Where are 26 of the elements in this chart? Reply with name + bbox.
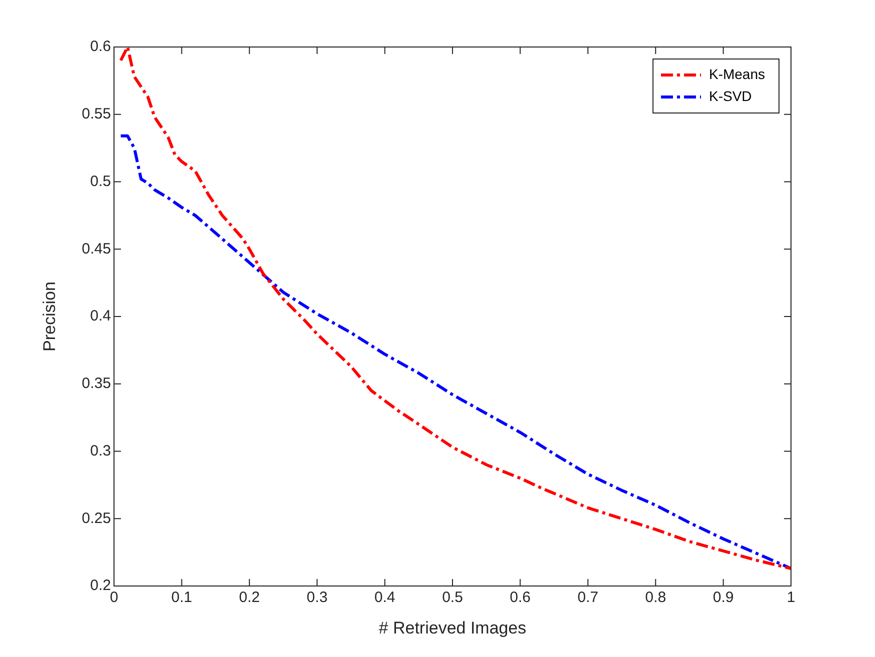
y-tick-label: 0.4 — [90, 308, 111, 325]
x-tick-label: 0.3 — [306, 589, 328, 606]
x-tick-label: 0.2 — [238, 589, 260, 606]
x-tick-label: 0.9 — [712, 589, 734, 606]
x-tick-label: 0.5 — [442, 589, 463, 606]
legend-label: K-SVD — [708, 88, 752, 104]
y-tick-label: 0.2 — [90, 577, 111, 594]
legend-label: K-Means — [708, 66, 766, 82]
y-tick-label: 0.25 — [82, 510, 111, 527]
x-axis-title: # Retrieved Images — [378, 618, 526, 638]
x-tick-label: 1 — [786, 589, 796, 606]
y-tick-label: 0.35 — [82, 375, 111, 392]
y-axis-title: Precision — [40, 282, 59, 352]
x-tick-label: 0.4 — [374, 589, 396, 606]
x-tick-label: 0.7 — [577, 589, 598, 606]
y-tick-label: 0.45 — [82, 240, 111, 258]
y-tick-label: 0.55 — [82, 106, 111, 123]
y-tick-label: 0.5 — [90, 172, 111, 190]
y-tick-label: 0.6 — [90, 38, 111, 56]
line-series — [119, 47, 791, 570]
line-series — [119, 134, 791, 570]
x-tick-label: 0.6 — [510, 589, 531, 606]
x-tick-label: 0.1 — [171, 589, 192, 606]
x-tick-label: 0.8 — [645, 589, 666, 606]
x-tick-label: 0 — [110, 589, 118, 606]
y-tick-label: 0.3 — [90, 442, 111, 460]
